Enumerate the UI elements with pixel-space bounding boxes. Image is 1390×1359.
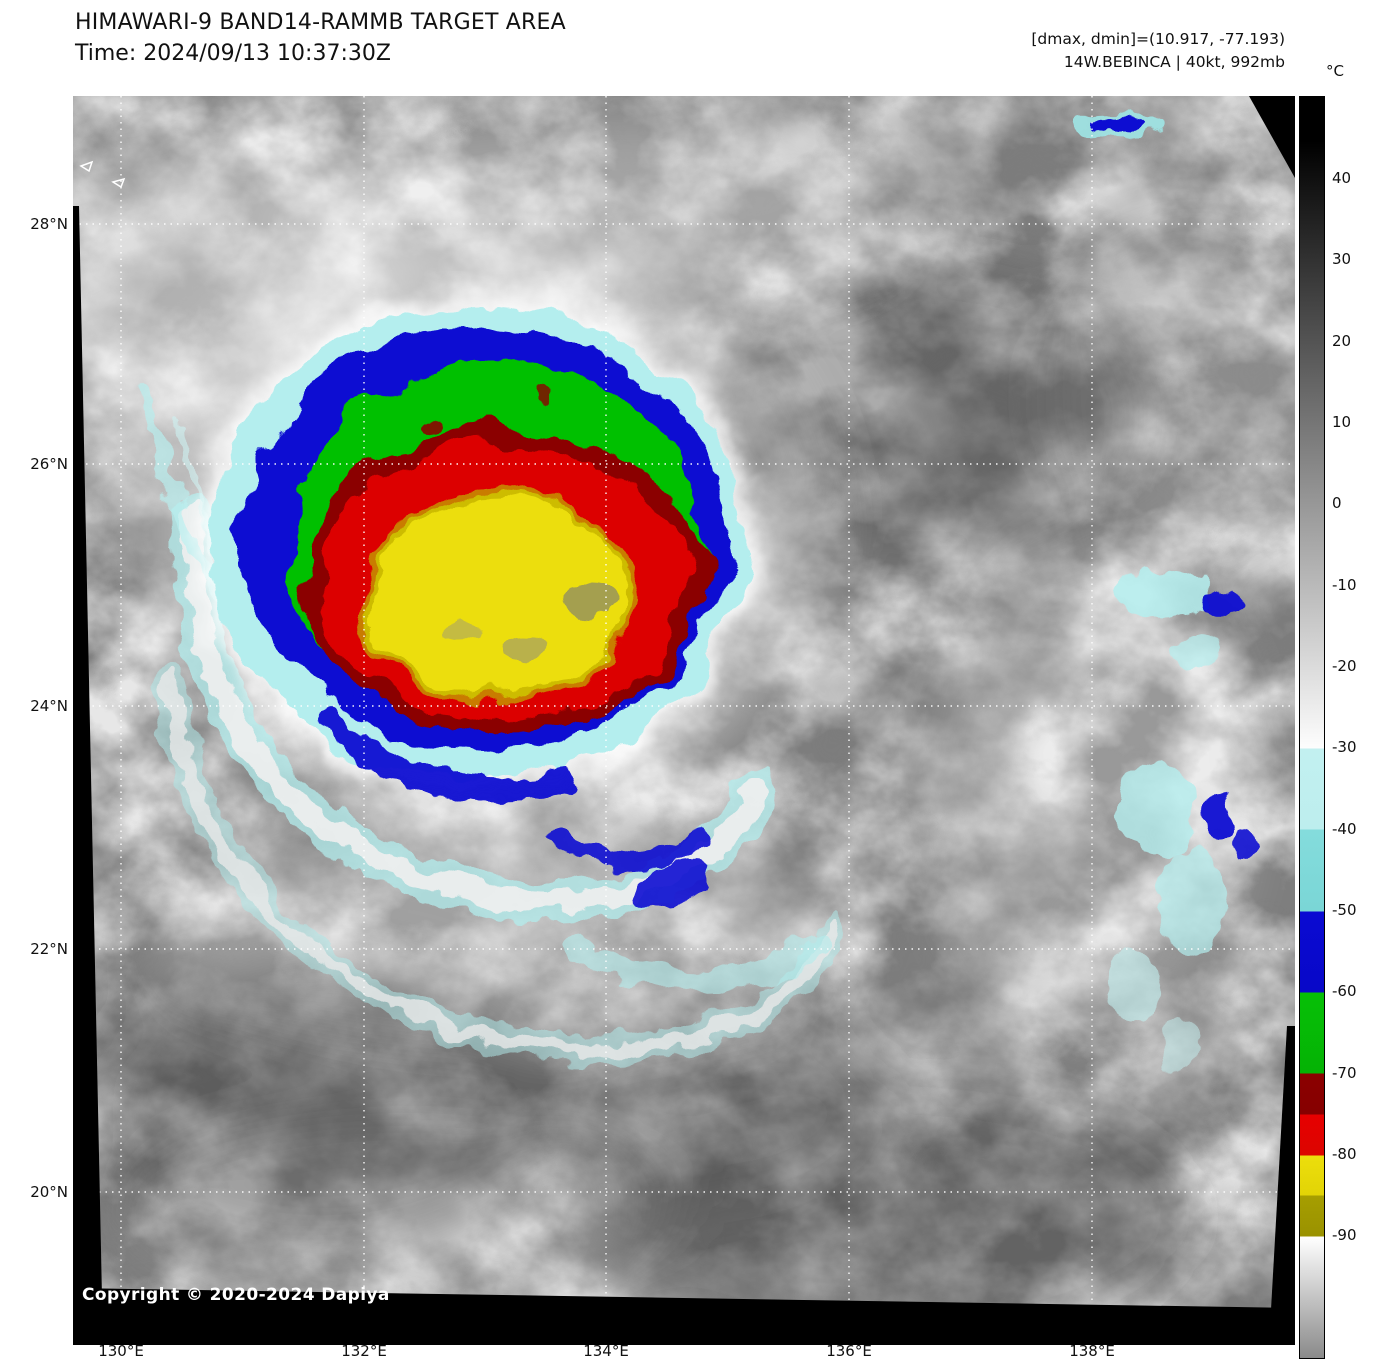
typhoon-yellow-core [367, 497, 633, 703]
colorbar-tick-label: 20 [1332, 332, 1352, 350]
timestamp-label: Time: 2024/09/13 10:37:30Z [75, 41, 391, 66]
lat-label: 22°N [30, 940, 68, 958]
lon-label: 138°E [1069, 1342, 1115, 1359]
lon-label: 132°E [341, 1342, 387, 1359]
dmax-dmin-label: [dmax, dmin]=(10.917, -77.193) [1031, 30, 1285, 48]
lon-label: 136°E [826, 1342, 872, 1359]
colorbar-tick-label: 40 [1332, 169, 1352, 187]
colorbar-tick-label: -70 [1332, 1064, 1357, 1082]
copyright-label: Copyright © 2020-2024 Dapiya [82, 1285, 390, 1305]
satellite-image [73, 96, 1295, 1345]
colorbar-tick-label: 10 [1332, 413, 1352, 431]
colorbar [1299, 96, 1325, 1359]
annotation-glyphs [79, 160, 126, 189]
lat-label: 26°N [30, 455, 68, 473]
colorbar-tick-label: -90 [1332, 1226, 1357, 1244]
colorbar-tick-label: -40 [1332, 820, 1357, 838]
colorbar-tick-label: -20 [1332, 657, 1357, 675]
lat-label: 28°N [30, 215, 68, 233]
page-title: HIMAWARI-9 BAND14-RAMMB TARGET AREA [75, 10, 566, 35]
colorbar-tick-label: -30 [1332, 738, 1357, 756]
south-blue-bands [318, 708, 714, 908]
lon-label: 130°E [98, 1342, 144, 1359]
colorbar-tick-label: -60 [1332, 982, 1357, 1000]
lat-label: 24°N [30, 697, 68, 715]
colorbar-tick-label: -50 [1332, 901, 1357, 919]
lat-label: 20°N [30, 1183, 68, 1201]
colorbar-tick-label: 0 [1332, 494, 1342, 512]
header-info-block: [dmax, dmin]=(10.917, -77.193) 14W.BEBIN… [1031, 28, 1285, 74]
colorbar-tick-label: -80 [1332, 1145, 1357, 1163]
lon-label: 134°E [583, 1342, 629, 1359]
grid-lines [73, 96, 1295, 1345]
east-cold-patches [1076, 111, 1256, 1072]
storm-info-label: 14W.BEBINCA | 40kt, 992mb [1063, 53, 1285, 71]
colorbar-tick-label: -10 [1332, 576, 1357, 594]
typhoon-core [197, 292, 757, 788]
colorbar-tick-label: 30 [1332, 250, 1352, 268]
satellite-map: Copyright © 2020-2024 Dapiya [73, 96, 1295, 1345]
scan-edge-mask [73, 96, 1295, 1345]
colorbar-unit-label: °C [1326, 62, 1344, 80]
